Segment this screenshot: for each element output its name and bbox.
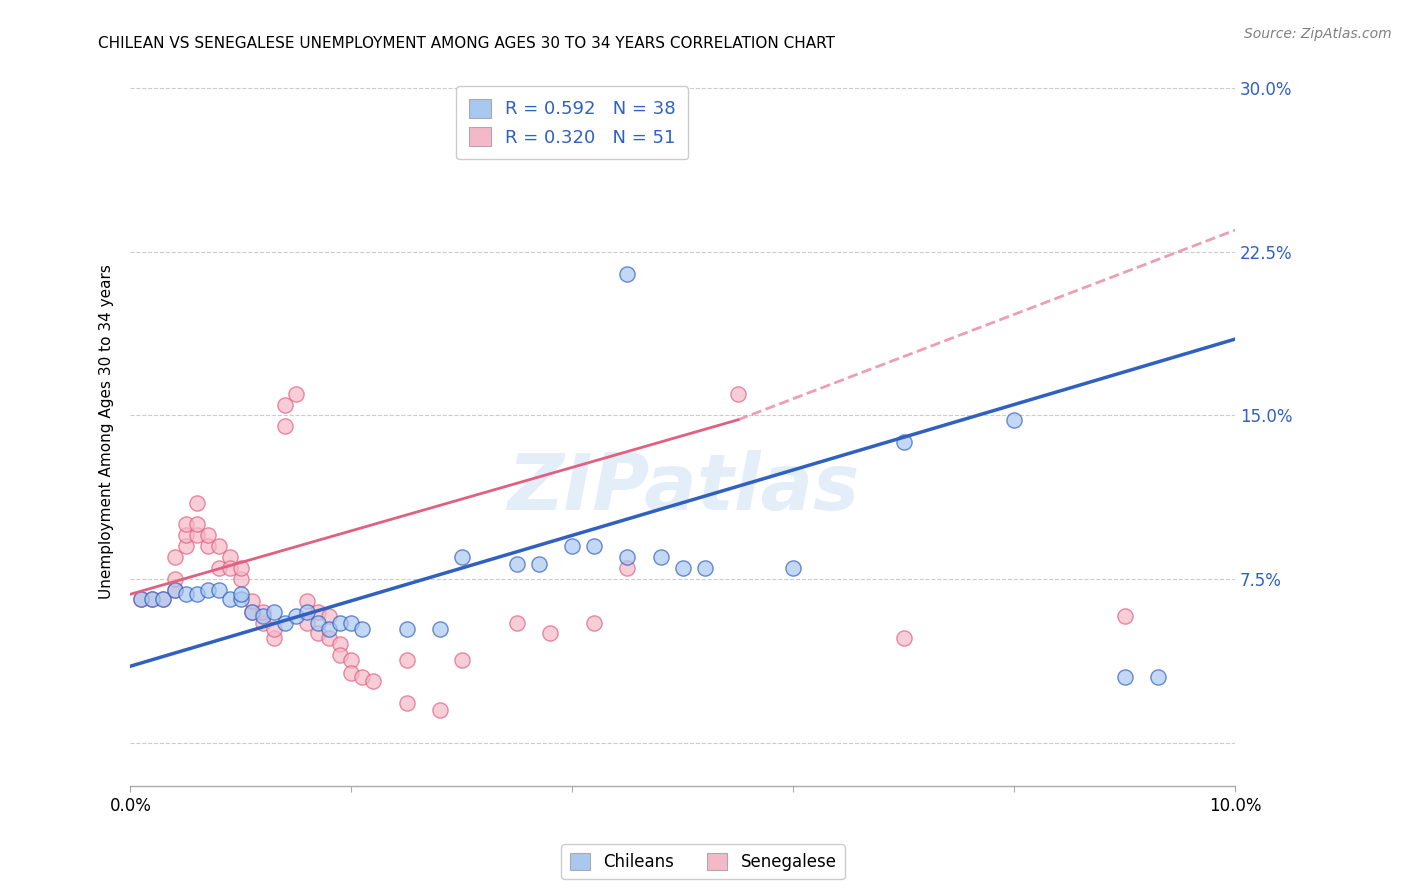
Point <box>506 557 529 571</box>
Point <box>263 605 285 619</box>
Point <box>208 539 231 553</box>
Point <box>141 591 163 606</box>
Point <box>197 582 219 597</box>
Point <box>186 587 208 601</box>
Point <box>252 609 274 624</box>
Point <box>285 386 308 401</box>
Point <box>307 605 329 619</box>
Point <box>218 591 240 606</box>
Point <box>329 648 352 663</box>
Legend: Chileans, Senegalese: Chileans, Senegalese <box>561 845 845 880</box>
Point <box>307 615 329 630</box>
Point <box>263 631 285 645</box>
Point <box>263 622 285 636</box>
Point <box>1002 413 1025 427</box>
Point <box>274 398 297 412</box>
Point <box>395 653 418 667</box>
Point <box>174 517 197 532</box>
Point <box>727 386 749 401</box>
Point <box>1146 670 1168 684</box>
Point <box>131 591 153 606</box>
Point <box>527 557 550 571</box>
Point <box>429 622 451 636</box>
Point <box>295 594 318 608</box>
Point <box>318 609 340 624</box>
Point <box>163 582 186 597</box>
Point <box>395 696 418 710</box>
Point <box>318 622 340 636</box>
Point <box>450 653 472 667</box>
Point <box>152 591 174 606</box>
Text: CHILEAN VS SENEGALESE UNEMPLOYMENT AMONG AGES 30 TO 34 YEARS CORRELATION CHART: CHILEAN VS SENEGALESE UNEMPLOYMENT AMONG… <box>98 36 835 51</box>
Point <box>163 550 186 565</box>
Point <box>163 572 186 586</box>
Point <box>186 528 208 542</box>
Point <box>650 550 672 565</box>
Text: ZIPatlas: ZIPatlas <box>506 450 859 526</box>
Point <box>229 591 252 606</box>
Point <box>506 615 529 630</box>
Point <box>616 550 638 565</box>
Point <box>240 605 263 619</box>
Point <box>197 528 219 542</box>
Point <box>141 591 163 606</box>
Point <box>616 561 638 575</box>
Point <box>672 561 695 575</box>
Point <box>583 539 606 553</box>
Point <box>1114 670 1136 684</box>
Point <box>229 561 252 575</box>
Point <box>252 615 274 630</box>
Point <box>186 517 208 532</box>
Point <box>218 561 240 575</box>
Point <box>174 528 197 542</box>
Point <box>363 674 385 689</box>
Point <box>274 615 297 630</box>
Text: Source: ZipAtlas.com: Source: ZipAtlas.com <box>1244 27 1392 41</box>
Point <box>197 539 219 553</box>
Point <box>583 615 606 630</box>
Point <box>893 631 915 645</box>
Point <box>174 587 197 601</box>
Point <box>329 615 352 630</box>
Point <box>208 582 231 597</box>
Point <box>340 653 363 667</box>
Point <box>616 267 638 281</box>
Point <box>163 582 186 597</box>
Point <box>1114 609 1136 624</box>
Point <box>240 605 263 619</box>
Point <box>307 626 329 640</box>
Point <box>450 550 472 565</box>
Point <box>285 609 308 624</box>
Point <box>340 615 363 630</box>
Point <box>174 539 197 553</box>
Point <box>131 591 153 606</box>
Point <box>152 591 174 606</box>
Point <box>208 561 231 575</box>
Point <box>186 496 208 510</box>
Point <box>318 631 340 645</box>
Point <box>340 665 363 680</box>
Point <box>252 605 274 619</box>
Y-axis label: Unemployment Among Ages 30 to 34 years: Unemployment Among Ages 30 to 34 years <box>100 264 114 599</box>
Point <box>329 637 352 651</box>
Point <box>693 561 716 575</box>
Point <box>395 622 418 636</box>
Point <box>229 572 252 586</box>
Point <box>352 670 374 684</box>
Point <box>352 622 374 636</box>
Legend: R = 0.592   N = 38, R = 0.320   N = 51: R = 0.592 N = 38, R = 0.320 N = 51 <box>456 87 689 160</box>
Point <box>218 550 240 565</box>
Point <box>274 419 297 434</box>
Point <box>229 587 252 601</box>
Point <box>295 615 318 630</box>
Point <box>295 605 318 619</box>
Point <box>538 626 561 640</box>
Point <box>893 434 915 449</box>
Point <box>240 594 263 608</box>
Point <box>561 539 583 553</box>
Point <box>782 561 804 575</box>
Point <box>429 703 451 717</box>
